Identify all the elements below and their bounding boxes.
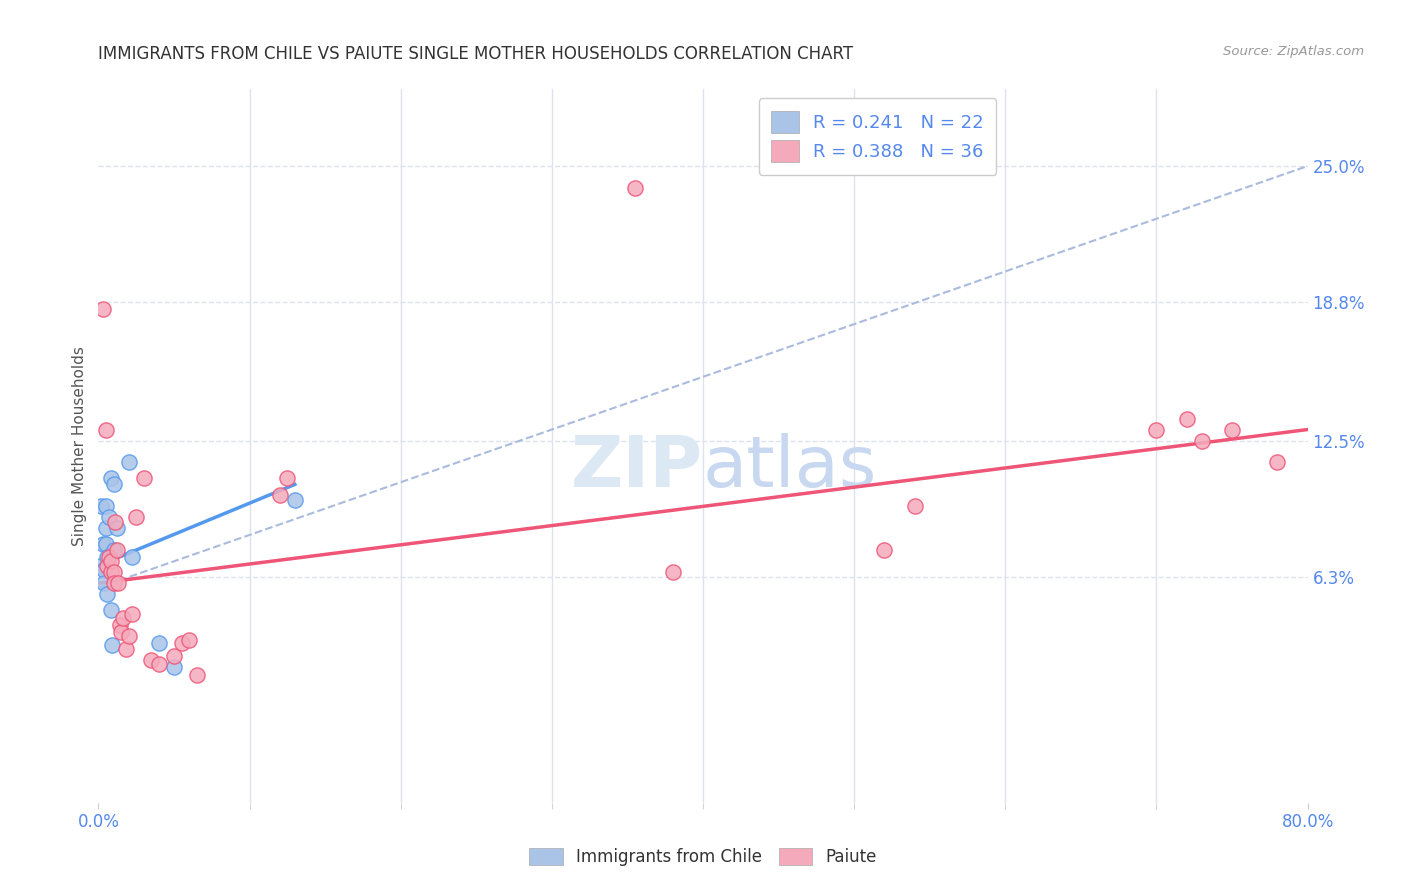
Point bbox=[103, 566, 125, 580]
Point bbox=[107, 576, 129, 591]
Point bbox=[904, 500, 927, 514]
Text: ZIP: ZIP bbox=[571, 433, 703, 502]
Point bbox=[1191, 434, 1213, 448]
Point bbox=[1220, 423, 1243, 437]
Point bbox=[118, 629, 141, 643]
Legend: R = 0.241   N = 22, R = 0.388   N = 36: R = 0.241 N = 22, R = 0.388 N = 36 bbox=[759, 98, 997, 175]
Point bbox=[114, 642, 136, 657]
Point bbox=[93, 563, 115, 577]
Point bbox=[101, 638, 124, 652]
Point bbox=[111, 611, 134, 625]
Point bbox=[91, 301, 114, 316]
Point bbox=[662, 566, 685, 580]
Point bbox=[105, 521, 128, 535]
Point bbox=[148, 657, 170, 672]
Point bbox=[148, 635, 170, 649]
Point bbox=[94, 537, 117, 551]
Point bbox=[94, 423, 117, 437]
Point bbox=[103, 543, 125, 558]
Point bbox=[100, 554, 122, 568]
Point bbox=[100, 602, 122, 616]
Y-axis label: Single Mother Households: Single Mother Households bbox=[72, 346, 87, 546]
Point bbox=[179, 633, 201, 648]
Point bbox=[96, 549, 118, 564]
Point bbox=[269, 488, 291, 502]
Text: atlas: atlas bbox=[703, 433, 877, 502]
Point bbox=[96, 587, 118, 601]
Point bbox=[103, 477, 125, 491]
Point bbox=[100, 471, 122, 485]
Point bbox=[163, 659, 186, 673]
Point bbox=[91, 537, 114, 551]
Point bbox=[110, 624, 132, 639]
Point bbox=[89, 558, 111, 573]
Point bbox=[186, 668, 208, 682]
Point bbox=[108, 618, 131, 632]
Point bbox=[98, 549, 121, 564]
Text: Source: ZipAtlas.com: Source: ZipAtlas.com bbox=[1223, 45, 1364, 58]
Point bbox=[1175, 411, 1198, 425]
Point bbox=[105, 543, 128, 558]
Point bbox=[624, 181, 647, 195]
Text: IMMIGRANTS FROM CHILE VS PAIUTE SINGLE MOTHER HOUSEHOLDS CORRELATION CHART: IMMIGRANTS FROM CHILE VS PAIUTE SINGLE M… bbox=[98, 45, 853, 62]
Point bbox=[141, 653, 163, 667]
Point bbox=[90, 500, 112, 514]
Point bbox=[284, 492, 307, 507]
Point bbox=[98, 510, 121, 524]
Point bbox=[118, 455, 141, 469]
Point bbox=[104, 515, 127, 529]
Point bbox=[125, 510, 148, 524]
Point bbox=[100, 566, 122, 580]
Point bbox=[276, 471, 298, 485]
Point bbox=[96, 558, 118, 573]
Point bbox=[170, 635, 193, 649]
Point bbox=[1267, 455, 1289, 469]
Point bbox=[93, 576, 115, 591]
Point bbox=[121, 607, 143, 621]
Point bbox=[1144, 423, 1167, 437]
Point bbox=[163, 648, 186, 663]
Point bbox=[132, 471, 155, 485]
Point bbox=[94, 500, 117, 514]
Point bbox=[873, 543, 896, 558]
Point bbox=[103, 576, 125, 591]
Point bbox=[94, 521, 117, 535]
Legend: Immigrants from Chile, Paiute: Immigrants from Chile, Paiute bbox=[522, 840, 884, 875]
Point bbox=[121, 549, 143, 564]
